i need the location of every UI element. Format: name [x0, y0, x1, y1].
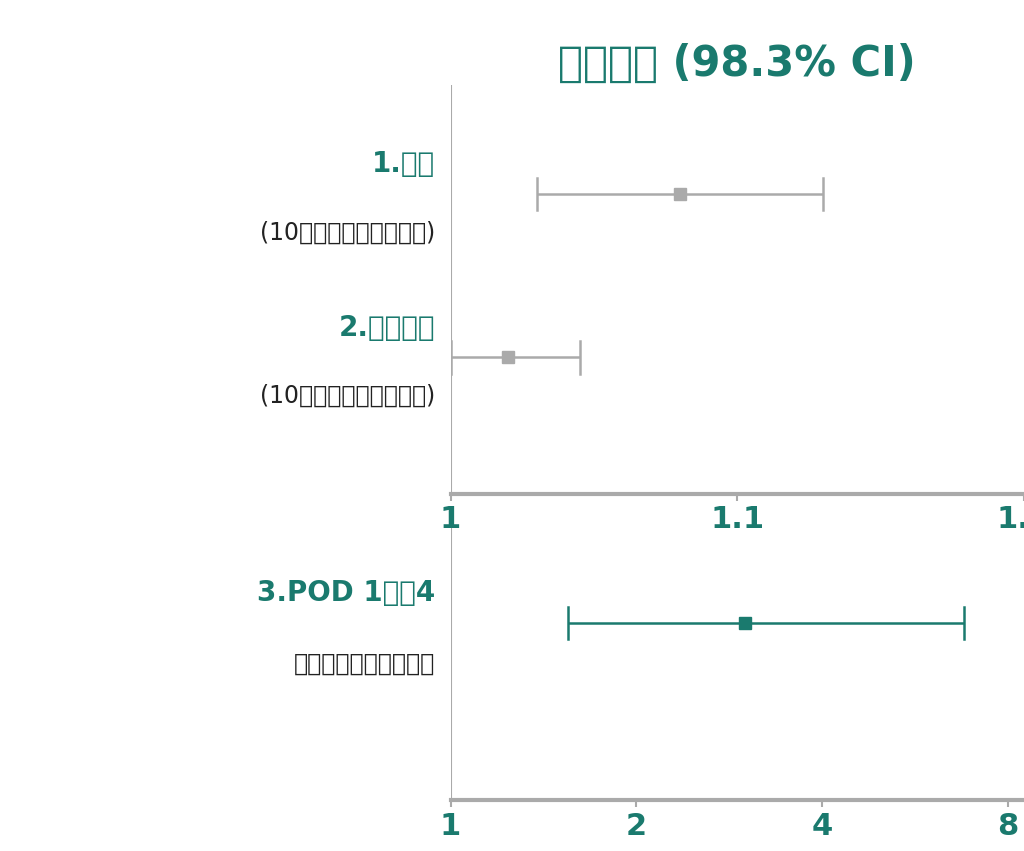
Text: 1.術中: 1.術中: [372, 151, 435, 178]
Text: （低血圧対非低血圧）: （低血圧対非低血圧）: [294, 652, 435, 676]
Text: 2.手術当日: 2.手術当日: [339, 314, 435, 341]
Text: 3.POD 1かで4: 3.POD 1かで4: [257, 580, 435, 607]
Text: (10分間の低血圧の増加): (10分間の低血圧の増加): [260, 220, 435, 244]
Text: (10分間の低血圧の増加): (10分間の低血圧の増加): [260, 384, 435, 408]
Text: オッズ比 (98.3% CI): オッズ比 (98.3% CI): [558, 43, 916, 84]
